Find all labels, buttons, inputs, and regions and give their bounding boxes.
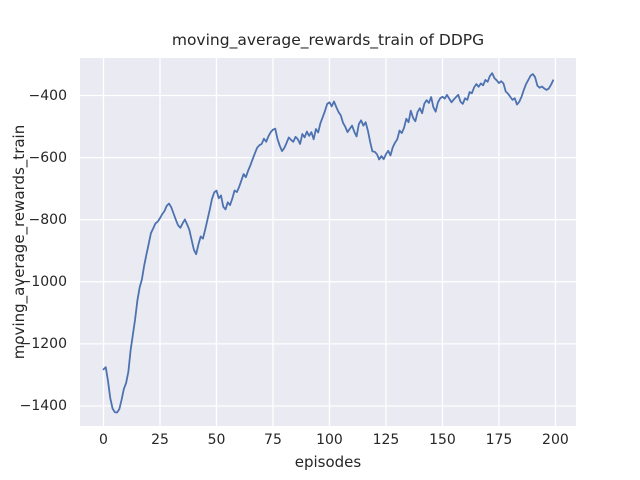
x-tick-label: 150 bbox=[429, 432, 456, 448]
x-tick-label: 75 bbox=[264, 432, 282, 448]
x-axis-label: episodes bbox=[294, 453, 362, 471]
x-tick-label: 125 bbox=[372, 432, 400, 448]
x-tick-label: 25 bbox=[151, 432, 169, 448]
x-tick-label: 200 bbox=[542, 432, 569, 448]
y-tick-label: −1400 bbox=[19, 398, 67, 414]
x-tick-label: 100 bbox=[316, 432, 343, 448]
y-tick-label: −400 bbox=[28, 87, 67, 104]
x-tick-label: 175 bbox=[485, 432, 513, 448]
plot-area bbox=[80, 58, 576, 426]
y-tick-label: −600 bbox=[28, 149, 67, 166]
data-line-moving_average_rewards_train bbox=[102, 72, 555, 414]
x-tick-label: 50 bbox=[207, 432, 226, 448]
chart-title: moving_average_rewards_train of DDPG bbox=[171, 31, 485, 49]
y-tick-label: −1000 bbox=[19, 273, 67, 290]
y-tick-label: −1200 bbox=[19, 335, 67, 352]
line-plot-svg bbox=[80, 58, 576, 426]
y-tick-label: −800 bbox=[28, 211, 67, 228]
x-tick-label: 0 bbox=[99, 432, 108, 448]
